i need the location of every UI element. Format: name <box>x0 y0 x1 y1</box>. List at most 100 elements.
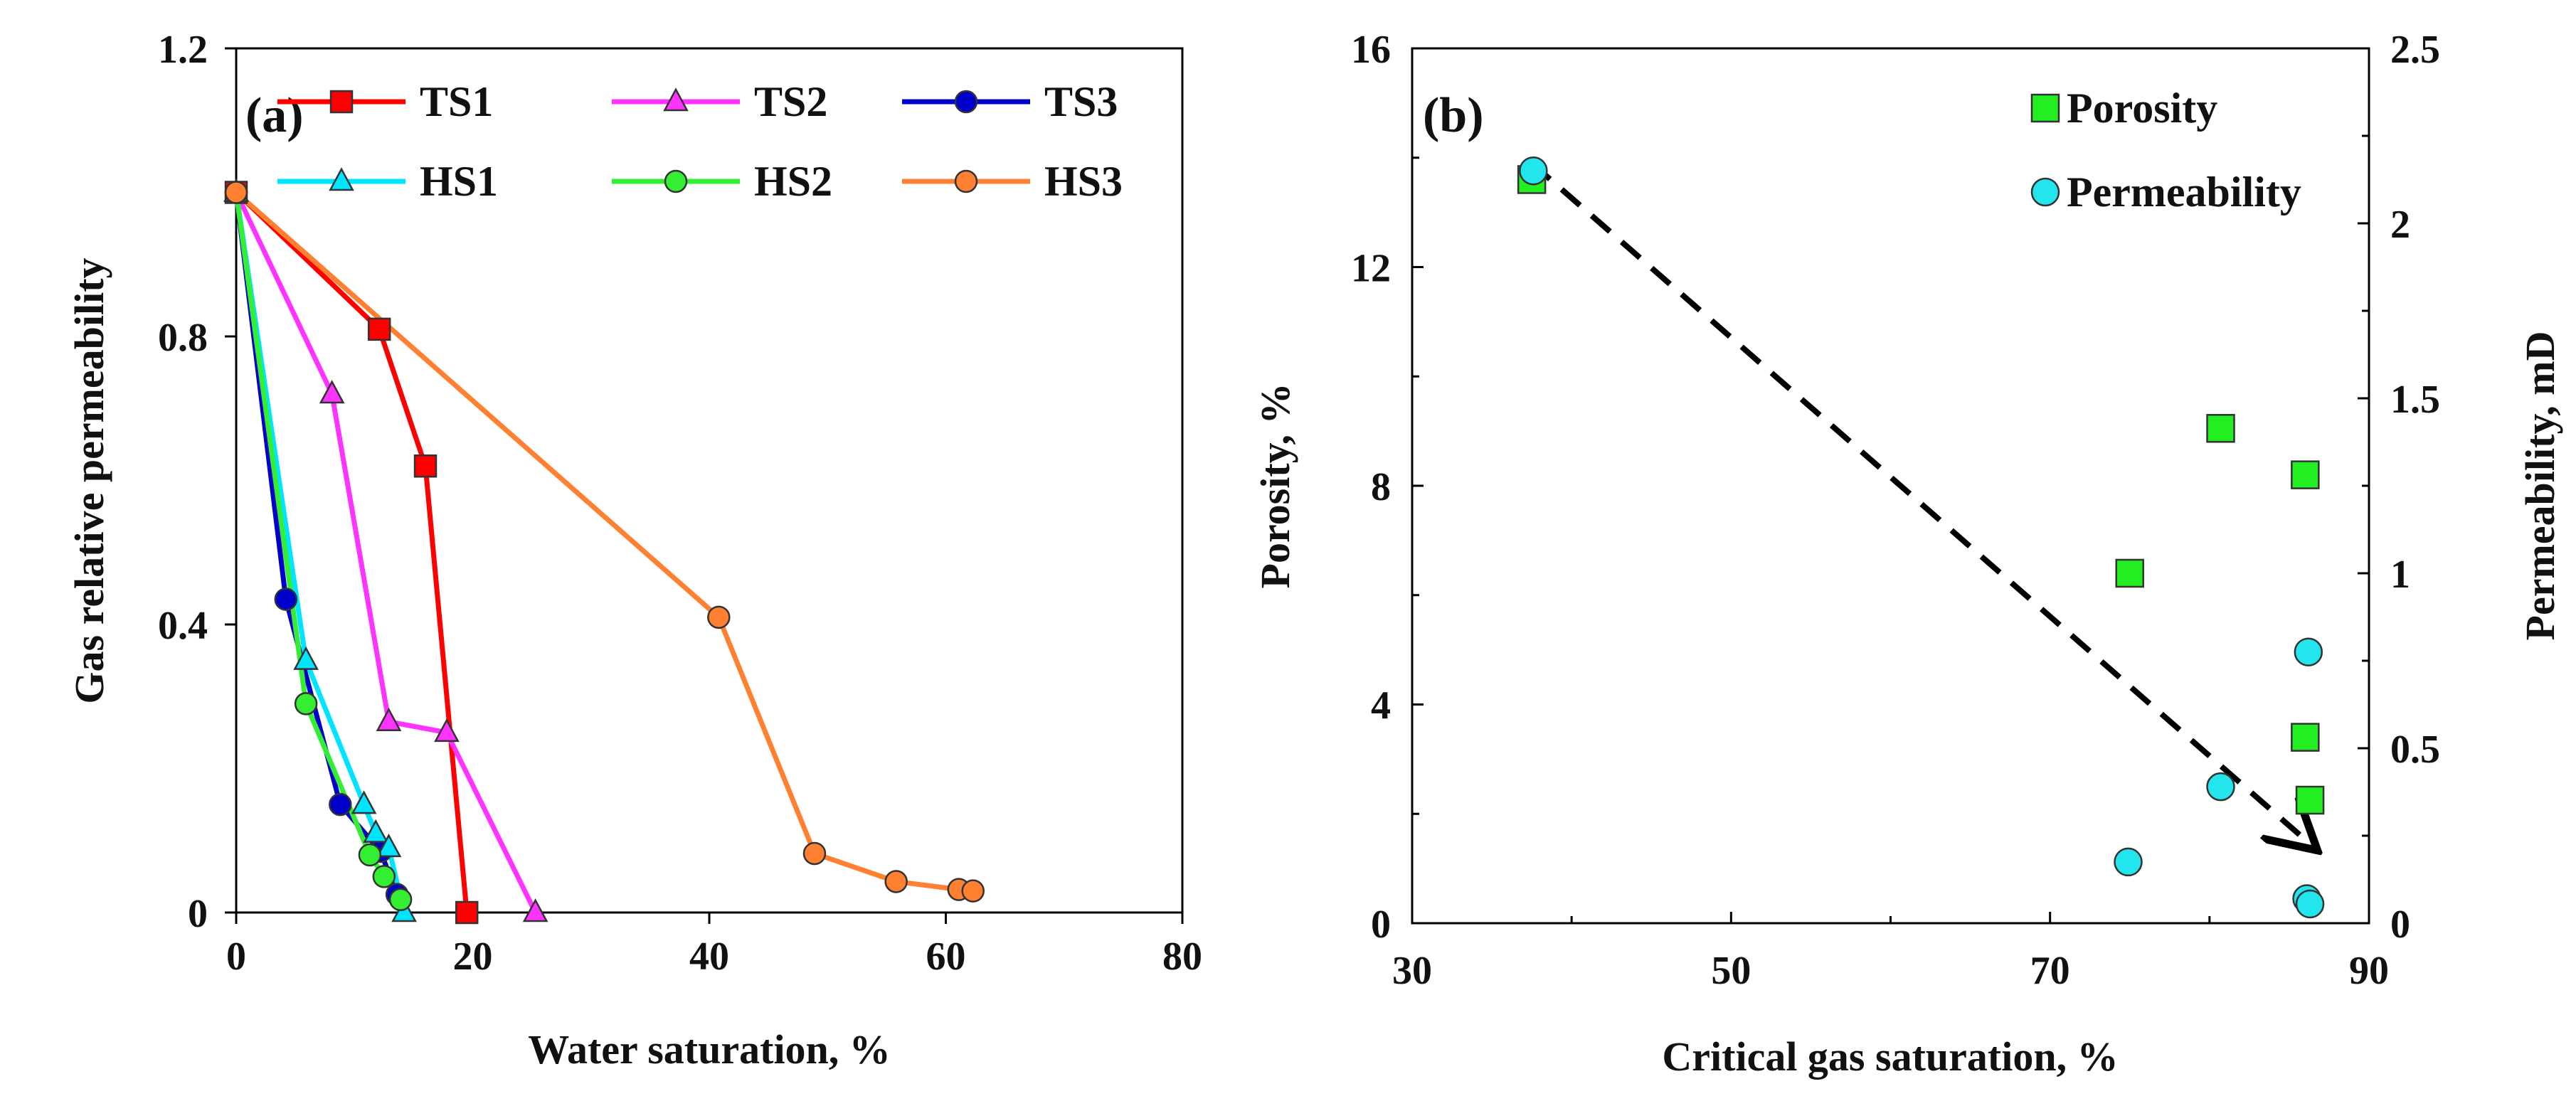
series-line-ts1 <box>234 190 470 913</box>
legend-item-permeability: Permeability <box>2030 169 2301 216</box>
data-point-hs1 <box>376 833 402 858</box>
legend-item-ts1: TS1 <box>277 78 493 125</box>
panel-label-a: (a) <box>245 88 304 143</box>
tick-layer-a: 0 20 40 60 80 0 0.4 0.8 1.2 <box>158 28 1202 979</box>
series-line-hs2 <box>233 192 403 901</box>
y-tick-label-b: 16 <box>1351 28 1391 72</box>
legend-label: HS3 <box>1044 158 1123 205</box>
data-point-hs1 <box>351 790 377 814</box>
y-tick-label-b: 4 <box>1371 684 1391 728</box>
legend-marker-ts1 <box>329 90 354 114</box>
data-point-ts1 <box>367 317 391 341</box>
data-point-ts1 <box>413 454 438 478</box>
y2-axis-title-b: Permeability, mD <box>2517 331 2563 641</box>
legend-label: TS1 <box>420 78 493 125</box>
chart-a: 0 20 40 60 80 0 0.4 0.8 1.2 (a) TS1 TS2 TS3 HS1 HS2 H… <box>66 28 1202 1073</box>
y-tick-label-a: 0.8 <box>158 316 208 360</box>
legend-marker-ts3 <box>954 90 978 114</box>
x-tick-label-a: 0 <box>226 935 246 979</box>
legend-item-hs3: HS3 <box>902 158 1123 205</box>
y-tick-label-a: 0.4 <box>158 604 208 648</box>
panel-label-b: (b) <box>1423 88 1484 143</box>
x-tick-label-b: 50 <box>1711 949 1751 993</box>
y-tick-label-a: 1.2 <box>158 28 208 72</box>
legend-label: TS3 <box>1044 78 1118 125</box>
x-tick-label-b: 90 <box>2349 949 2389 993</box>
legend-marker-ts2 <box>663 87 689 112</box>
legend-marker-hs2 <box>664 169 688 193</box>
x-tick-label-a: 80 <box>1162 935 1202 979</box>
legend-label: TS2 <box>754 78 827 125</box>
data-point-ts2 <box>376 707 402 731</box>
data-point-hs3 <box>802 841 827 866</box>
y2-tick-label-b: 2.5 <box>2390 28 2440 72</box>
data-point-permeability <box>2114 847 2143 877</box>
series-line-hs1 <box>233 191 407 913</box>
y-tick-label-b: 8 <box>1371 465 1391 509</box>
legend-a: TS1 TS2 TS3 HS1 HS2 HS3 <box>277 78 1123 205</box>
marker-layer-b <box>1517 156 2325 919</box>
x-tick-label-a: 60 <box>926 935 966 979</box>
data-point-porosity <box>2291 723 2320 752</box>
y2-tick-label-b: 0 <box>2390 903 2410 947</box>
data-point-porosity <box>2206 414 2235 443</box>
y-axis-title-b: Porosity, % <box>1252 383 1298 589</box>
data-point-ts2 <box>319 380 345 404</box>
data-point-hs2 <box>358 843 382 867</box>
data-point-hs1 <box>293 646 319 670</box>
legend-marker-hs1 <box>329 167 354 191</box>
data-point-hs3 <box>707 605 731 629</box>
y-axis-title-a: Gas relative permeability <box>66 257 112 703</box>
legend-label: Porosity <box>2067 85 2217 132</box>
y-tick-label-b: 12 <box>1351 247 1391 291</box>
x-tick-label-b: 30 <box>1392 949 1432 993</box>
data-point-hs2 <box>372 865 396 888</box>
data-point-hs3 <box>961 879 985 903</box>
y-tick-label-a: 0 <box>188 892 208 936</box>
legend-marker-porosity <box>2030 93 2060 123</box>
data-point-hs2 <box>294 692 318 716</box>
legend-item-hs2: HS2 <box>612 158 832 205</box>
data-point-hs2 <box>388 888 413 912</box>
x-axis-title-a: Water saturation, % <box>528 1026 891 1073</box>
legend-label: HS1 <box>420 158 498 205</box>
legend-item-hs1: HS1 <box>277 158 498 205</box>
data-point-porosity <box>2291 460 2320 489</box>
legend-marker-permeability <box>2030 177 2060 207</box>
data-point-hs3 <box>884 870 908 893</box>
legend-b: Porosity Permeability <box>2030 85 2301 216</box>
data-point-permeability <box>2294 637 2323 666</box>
legend-marker-hs3 <box>954 169 978 193</box>
data-point-permeability <box>2295 889 2325 919</box>
data-point-ts2 <box>522 898 548 922</box>
y2-tick-label-b: 1 <box>2390 553 2410 597</box>
trend-arrow <box>1530 161 2313 846</box>
data-point-permeability <box>1519 156 1548 186</box>
legend-label: Permeability <box>2067 169 2301 216</box>
data-point-ts1 <box>455 900 479 925</box>
series-line-ts3 <box>233 192 400 895</box>
legend-item-ts2: TS2 <box>612 78 827 125</box>
y2-tick-label-b: 1.5 <box>2390 378 2440 422</box>
y2-tick-label-b: 2 <box>2390 203 2410 247</box>
data-point-porosity <box>2295 785 2325 815</box>
x-axis-title-b: Critical gas saturation, % <box>1662 1033 2118 1080</box>
y2-tick-label-b: 0.5 <box>2390 728 2440 772</box>
y-tick-label-b: 0 <box>1371 903 1391 947</box>
marker-layer-a <box>223 178 985 925</box>
legend-label: HS2 <box>754 158 832 205</box>
data-point-hs1 <box>363 819 389 843</box>
data-point-ts3 <box>329 792 352 817</box>
legend-item-porosity: Porosity <box>2030 85 2217 132</box>
legend-item-ts3: TS3 <box>902 78 1118 125</box>
x-tick-label-b: 70 <box>2030 949 2070 993</box>
x-tick-label-a: 40 <box>689 935 729 979</box>
x-tick-label-a: 20 <box>453 935 493 979</box>
data-point-ts3 <box>274 587 298 611</box>
plot-area-a <box>235 47 1184 914</box>
data-point-porosity <box>2115 558 2144 588</box>
data-point-ts2 <box>434 718 460 743</box>
